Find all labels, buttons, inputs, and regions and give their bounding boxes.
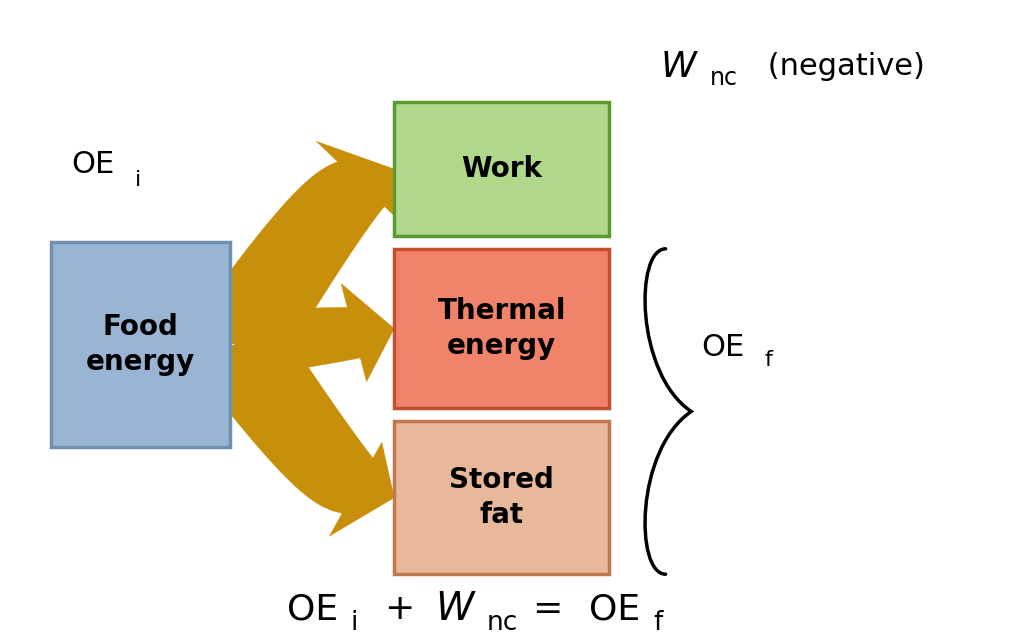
Text: OE: OE [72,150,115,179]
Text: (negative): (negative) [758,52,925,82]
FancyBboxPatch shape [394,421,609,574]
Text: OE: OE [701,333,744,362]
Text: f: f [765,350,773,371]
Text: i: i [135,170,141,190]
Text: Thermal
energy: Thermal energy [437,297,566,360]
Text: Food
energy: Food energy [86,313,196,376]
Text: +: + [384,592,415,627]
Text: i: i [350,611,357,636]
Text: Work: Work [461,155,543,183]
FancyBboxPatch shape [394,102,609,236]
FancyBboxPatch shape [394,249,609,408]
Text: nc: nc [710,66,737,91]
Text: Stored
fat: Stored fat [450,466,554,529]
Text: $\it{W}$: $\it{W}$ [435,590,477,628]
Text: $\it{W}$: $\it{W}$ [660,50,699,84]
Text: =: = [532,592,563,627]
Text: f: f [653,611,663,636]
Polygon shape [186,331,394,537]
Text: OE: OE [287,592,338,627]
FancyBboxPatch shape [51,242,230,447]
Text: OE: OE [589,592,640,627]
Polygon shape [227,283,394,382]
Polygon shape [186,142,403,357]
Text: nc: nc [486,611,518,636]
